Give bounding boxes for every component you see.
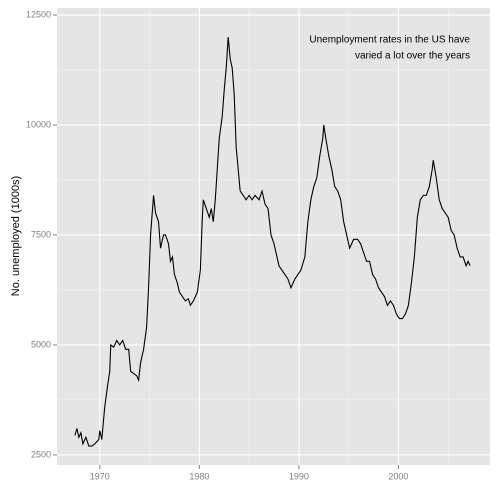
y-tick-label: 10000: [26, 119, 51, 129]
x-tick-label: 1990: [289, 471, 309, 481]
line: [74, 36, 471, 447]
y-tick-label: 12500: [26, 9, 51, 19]
y-axis-label: No. unemployed (1000s): [10, 176, 22, 296]
annotation: varied a lot over the years: [355, 51, 470, 62]
x-tick-label: 1970: [90, 471, 110, 481]
y-tick-label: 5000: [31, 339, 51, 349]
x-tick-label: 1980: [189, 471, 209, 481]
y-tick-label: 7500: [31, 229, 51, 239]
panel: [57, 8, 490, 465]
annotation: Unemployment rates in the US have: [309, 35, 470, 46]
y-tick-label: 2500: [31, 449, 51, 459]
x-tick-label: 2000: [388, 471, 408, 481]
grid: [57, 8, 490, 465]
